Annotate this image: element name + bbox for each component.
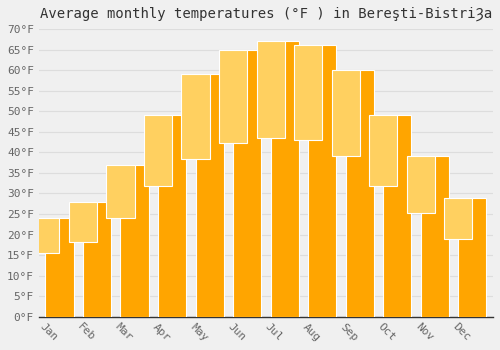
Bar: [106, 165, 134, 218]
Bar: [308, 46, 336, 317]
Bar: [196, 74, 224, 317]
Bar: [369, 116, 398, 186]
Bar: [233, 50, 261, 317]
Bar: [346, 70, 374, 317]
Bar: [144, 116, 172, 186]
Bar: [69, 202, 97, 242]
Bar: [158, 116, 186, 317]
Bar: [421, 156, 449, 317]
Bar: [120, 165, 148, 317]
Bar: [458, 198, 486, 317]
Bar: [406, 156, 435, 212]
Bar: [182, 74, 210, 159]
Bar: [46, 218, 74, 317]
Bar: [32, 218, 60, 253]
Bar: [270, 41, 299, 317]
Bar: [332, 70, 360, 156]
Bar: [383, 116, 412, 317]
Bar: [83, 202, 111, 317]
Bar: [256, 41, 284, 138]
Bar: [444, 198, 472, 239]
Bar: [294, 46, 322, 140]
Title: Average monthly temperatures (°F ) in Bereşti-BistriȜa: Average monthly temperatures (°F ) in Be…: [40, 7, 492, 21]
Bar: [219, 50, 247, 143]
